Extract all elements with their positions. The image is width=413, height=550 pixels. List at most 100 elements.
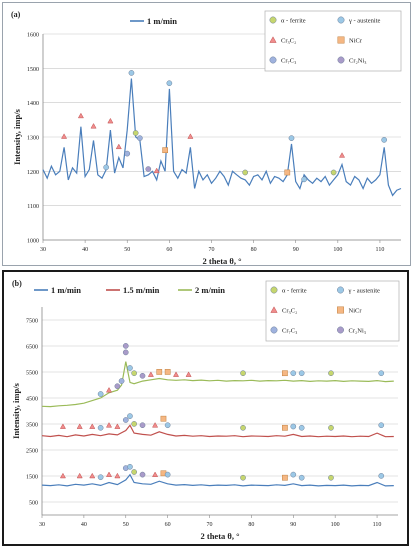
y-tick-label: 1500 [27, 67, 39, 73]
phase-marker [76, 423, 83, 429]
phase-marker [298, 474, 305, 481]
phase-marker [97, 474, 104, 481]
phase-marker [127, 413, 133, 419]
x-axis-label: 2 theta θ, ° [203, 256, 242, 266]
phase-marker [290, 423, 297, 430]
phase-marker [381, 137, 388, 143]
phase-marker [172, 371, 180, 377]
phase-legend-marker [269, 36, 277, 43]
y-tick-label: 7500 [26, 319, 38, 325]
x-tick-label: 50 [123, 522, 129, 528]
phase-marker [185, 371, 192, 377]
x-tick-label: 30 [40, 247, 46, 253]
phase-marker [187, 133, 194, 139]
phase-marker [298, 370, 305, 377]
x-tick-label: 50 [124, 247, 130, 253]
legend-label: 1 m/min [51, 285, 81, 295]
phase-legend-box [265, 280, 400, 342]
phase-legend-marker [337, 286, 344, 294]
phase-marker [97, 391, 104, 397]
phase-marker [301, 176, 307, 183]
phase-legend-marker [337, 16, 345, 24]
phase-marker [59, 472, 66, 479]
y-tick-label: 6500 [26, 345, 38, 351]
series-line-0 [41, 473, 394, 487]
phase-marker [378, 370, 385, 377]
phase-marker [131, 421, 137, 427]
chart-panel-a: 1000 1100 1200 1300 1400 1500 1600 30 40 50 60 70 80… [2, 2, 411, 266]
y-tick-label: 4500 [26, 397, 38, 403]
phase-legend-label: Cr₇C₃ [282, 328, 297, 335]
phase-legend-label: α - ferrite [282, 288, 307, 295]
panel-label: (b) [12, 279, 22, 288]
phase-marker [298, 424, 305, 431]
y-tick-label: 1600 [27, 33, 39, 39]
phase-legend-label: α - ferrite [281, 18, 306, 25]
phase-marker [164, 369, 171, 375]
phase-marker [97, 424, 104, 431]
phase-marker [131, 370, 137, 377]
legend-label: 1 m/min [147, 16, 177, 26]
phase-marker [124, 150, 131, 157]
phase-legend-marker [270, 306, 278, 313]
y-axis-label: Intensity, imp/s [12, 108, 22, 164]
phase-marker [59, 423, 66, 429]
phase-marker [152, 471, 159, 477]
phase-marker [105, 422, 113, 428]
phase-marker [114, 423, 121, 429]
phase-marker [166, 80, 173, 87]
phase-marker [147, 371, 154, 377]
phase-marker [328, 424, 334, 431]
chart-a-svg: 1000 1100 1200 1300 1400 1500 1600 30 40 50 60 70 80… [11, 10, 402, 266]
legend-label: 2 m/min [195, 285, 225, 295]
legend-label: 1.5 m/min [123, 285, 160, 295]
phase-marker [240, 474, 246, 481]
phase-legend-label: Cr₇C₃ [281, 58, 296, 65]
phase-marker [156, 369, 163, 375]
phase-marker [139, 471, 146, 478]
x-tick-label: 30 [39, 522, 45, 528]
phase-marker [330, 169, 337, 176]
phase-marker [107, 117, 114, 124]
phase-marker [152, 422, 159, 428]
phase-marker [127, 463, 133, 470]
phase-marker [114, 383, 121, 390]
y-tick-label: 1100 [27, 204, 39, 210]
phase-marker [282, 424, 288, 431]
x-tick-label: 70 [208, 247, 214, 253]
y-tick-label: 5500 [26, 371, 38, 377]
x-tick-label: 110 [376, 247, 385, 253]
y-tick-label: 1000 [27, 239, 39, 245]
phase-marker [122, 417, 129, 423]
panel-label: (a) [11, 10, 21, 19]
y-tick-label: 1300 [27, 136, 39, 142]
phase-marker [242, 169, 249, 176]
phase-marker [339, 152, 346, 158]
phase-marker [290, 471, 297, 478]
phase-legend-label: γ - austenite [348, 18, 381, 25]
series-line-2 [41, 361, 394, 408]
phase-marker [77, 112, 84, 119]
x-tick-label: 90 [290, 522, 296, 528]
phase-legend-marker [270, 326, 278, 334]
phase-legend-marker [337, 326, 344, 334]
phase-marker [76, 472, 83, 479]
x-tick-label: 110 [373, 522, 382, 528]
phase-marker [114, 472, 121, 479]
phase-marker [160, 415, 167, 422]
phase-marker [240, 370, 246, 377]
phase-marker [378, 422, 385, 429]
phase-marker [284, 169, 291, 176]
x-tick-label: 100 [331, 522, 340, 528]
phase-marker [89, 423, 96, 429]
phase-marker [240, 424, 246, 431]
x-tick-label: 70 [207, 522, 213, 528]
phase-marker [131, 469, 137, 475]
x-tick-label: 80 [248, 522, 254, 528]
phase-marker [328, 474, 334, 481]
phase-legend-label: Cr₂Ni₃ [349, 58, 367, 65]
series-line-0 [42, 78, 402, 197]
y-tick-label: 1200 [27, 170, 39, 176]
x-tick-label: 100 [333, 247, 342, 253]
phase-marker [90, 123, 97, 129]
